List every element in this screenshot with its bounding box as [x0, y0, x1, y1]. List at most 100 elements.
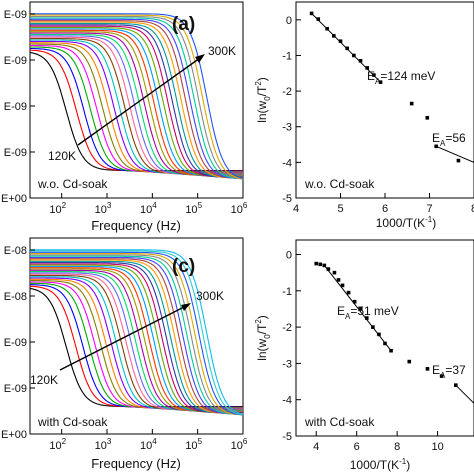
x-tick-label: 6 [382, 203, 388, 215]
y-tick-label: -3 [282, 358, 292, 370]
sweep-curve [30, 24, 243, 178]
x-tick-exponent: 3 [107, 201, 112, 210]
panel-c-ticks: 102 103 104 105 106 E-08 E-08 E-09 E-09 E+00 [1, 245, 248, 452]
y-tick-label: E-09 [4, 55, 27, 67]
data-point [345, 46, 349, 51]
data-point [332, 34, 336, 38]
x-tick-label: 10 [431, 441, 443, 453]
panel-c-curves [29, 249, 244, 416]
panel-b-frame [295, 1, 474, 199]
data-point [316, 17, 321, 21]
panel-d-fit1: EA=51 meV [337, 304, 399, 321]
data-point [314, 261, 319, 266]
panel-d: 4 6 8 10 0 -1 -2 -3 -4 -5 1000/T(K-1) ln(w0/T2) E… [254, 239, 474, 472]
panel-c-arrowhead [181, 303, 191, 311]
sweep-curve [30, 259, 243, 415]
panel-c-label: (c) [172, 256, 195, 277]
panel-a-arrowhead [195, 54, 205, 63]
sweep-curve [30, 256, 243, 415]
panel-d-ylabel: ln(w0/T2) [254, 315, 272, 361]
y-tick-label: -1 [282, 286, 292, 298]
data-point [439, 374, 444, 378]
data-point [358, 59, 363, 63]
panel-b-sample-label: w.o. Cd-soak [304, 177, 375, 191]
sweep-curve [30, 255, 243, 416]
y-tick-label: -2 [282, 86, 292, 98]
x-tick-exponent: 2 [62, 437, 67, 446]
data-point [453, 383, 458, 387]
y-tick-label: -1 [282, 50, 292, 62]
y-tick-label: E-09 [4, 337, 27, 349]
panel-b-ylabel: ln(w0/T2) [254, 77, 272, 123]
panel-a-annotation-high: 300K [208, 44, 236, 58]
panel-a-arrow [77, 57, 201, 146]
x-tick-exponent: 5 [198, 437, 203, 446]
x-tick-label: 105 [185, 437, 202, 452]
data-point [352, 299, 357, 304]
x-tick-label: 4 [293, 203, 299, 215]
panel-a-curves [29, 13, 244, 180]
x-tick-label: 103 [95, 201, 112, 216]
sweep-curve [30, 13, 244, 179]
panel-c-annotation-low: 120K [30, 373, 58, 387]
panel-c-xlabel: Frequency (Hz) [91, 456, 181, 471]
panel-b-plot: 4 5 6 7 8 0 -1 -2 -3 -4 -5 [282, 11, 474, 215]
y-tick-label: -5 [282, 193, 292, 205]
x-tick-exponent: 5 [198, 201, 203, 210]
sweep-curve [30, 260, 243, 414]
y-tick-label: -5 [282, 431, 292, 443]
x-tick-exponent: 6 [243, 201, 248, 210]
y-tick-label: 0 [286, 15, 292, 27]
panel-b-fit1: EA=124 meV [367, 69, 435, 86]
data-point [332, 270, 337, 275]
x-tick-label: 104 [140, 437, 157, 452]
x-tick-label: 6 [354, 441, 360, 453]
data-point [309, 11, 314, 16]
data-point [338, 39, 343, 43]
data-point [336, 278, 341, 282]
data-point [346, 290, 351, 295]
x-tick-label: 5 [337, 203, 343, 215]
sweep-curve [30, 258, 243, 415]
x-tick-label: 105 [185, 201, 202, 216]
panel-d-frame [295, 239, 474, 437]
x-tick-label: 104 [140, 201, 157, 216]
data-point [425, 116, 430, 120]
y-tick-label: E-08 [4, 291, 27, 303]
panel-d-plot: 4 6 8 10 0 -1 -2 -3 -4 -5 [282, 250, 474, 453]
fit-line [435, 145, 474, 163]
data-point [340, 283, 345, 288]
y-tick-label: -2 [282, 322, 292, 334]
data-point [434, 144, 438, 149]
sweep-curve [30, 253, 244, 416]
x-tick-label: 7 [426, 203, 432, 215]
panel-c-annotation-high: 300K [196, 289, 224, 303]
panel-b-xlabel: 1000/T(K-1) [376, 215, 436, 230]
y-tick-label: E-09 [4, 383, 27, 395]
data-point [364, 316, 369, 320]
panel-a-label: (a) [172, 14, 195, 35]
panel-a-sample-label: w.o. Cd-soak [37, 177, 108, 191]
panel-c-sample-label: with Cd-soak [37, 415, 108, 429]
data-point [378, 80, 383, 84]
data-point [352, 53, 356, 58]
panel-d-sample-label: with Cd-soak [304, 415, 375, 429]
data-point [389, 348, 393, 353]
panel-b-fit2: EA=56 [432, 131, 466, 148]
y-tick-label: -4 [282, 395, 292, 407]
x-tick-label: 4 [313, 441, 319, 453]
sweep-curve [30, 249, 244, 415]
sweep-curve [30, 15, 244, 180]
data-point [318, 262, 323, 267]
x-tick-label: 106 [231, 437, 248, 452]
panel-a-annotation-low: 120K [48, 149, 76, 163]
panel-a-xlabel: Frequency (Hz) [91, 218, 181, 233]
sweep-curve [30, 21, 243, 179]
data-point [425, 367, 430, 371]
sweep-curve [30, 22, 243, 179]
sweep-curve [30, 20, 243, 179]
fit-line [455, 384, 474, 404]
y-tick-label: E-09 [4, 147, 27, 159]
